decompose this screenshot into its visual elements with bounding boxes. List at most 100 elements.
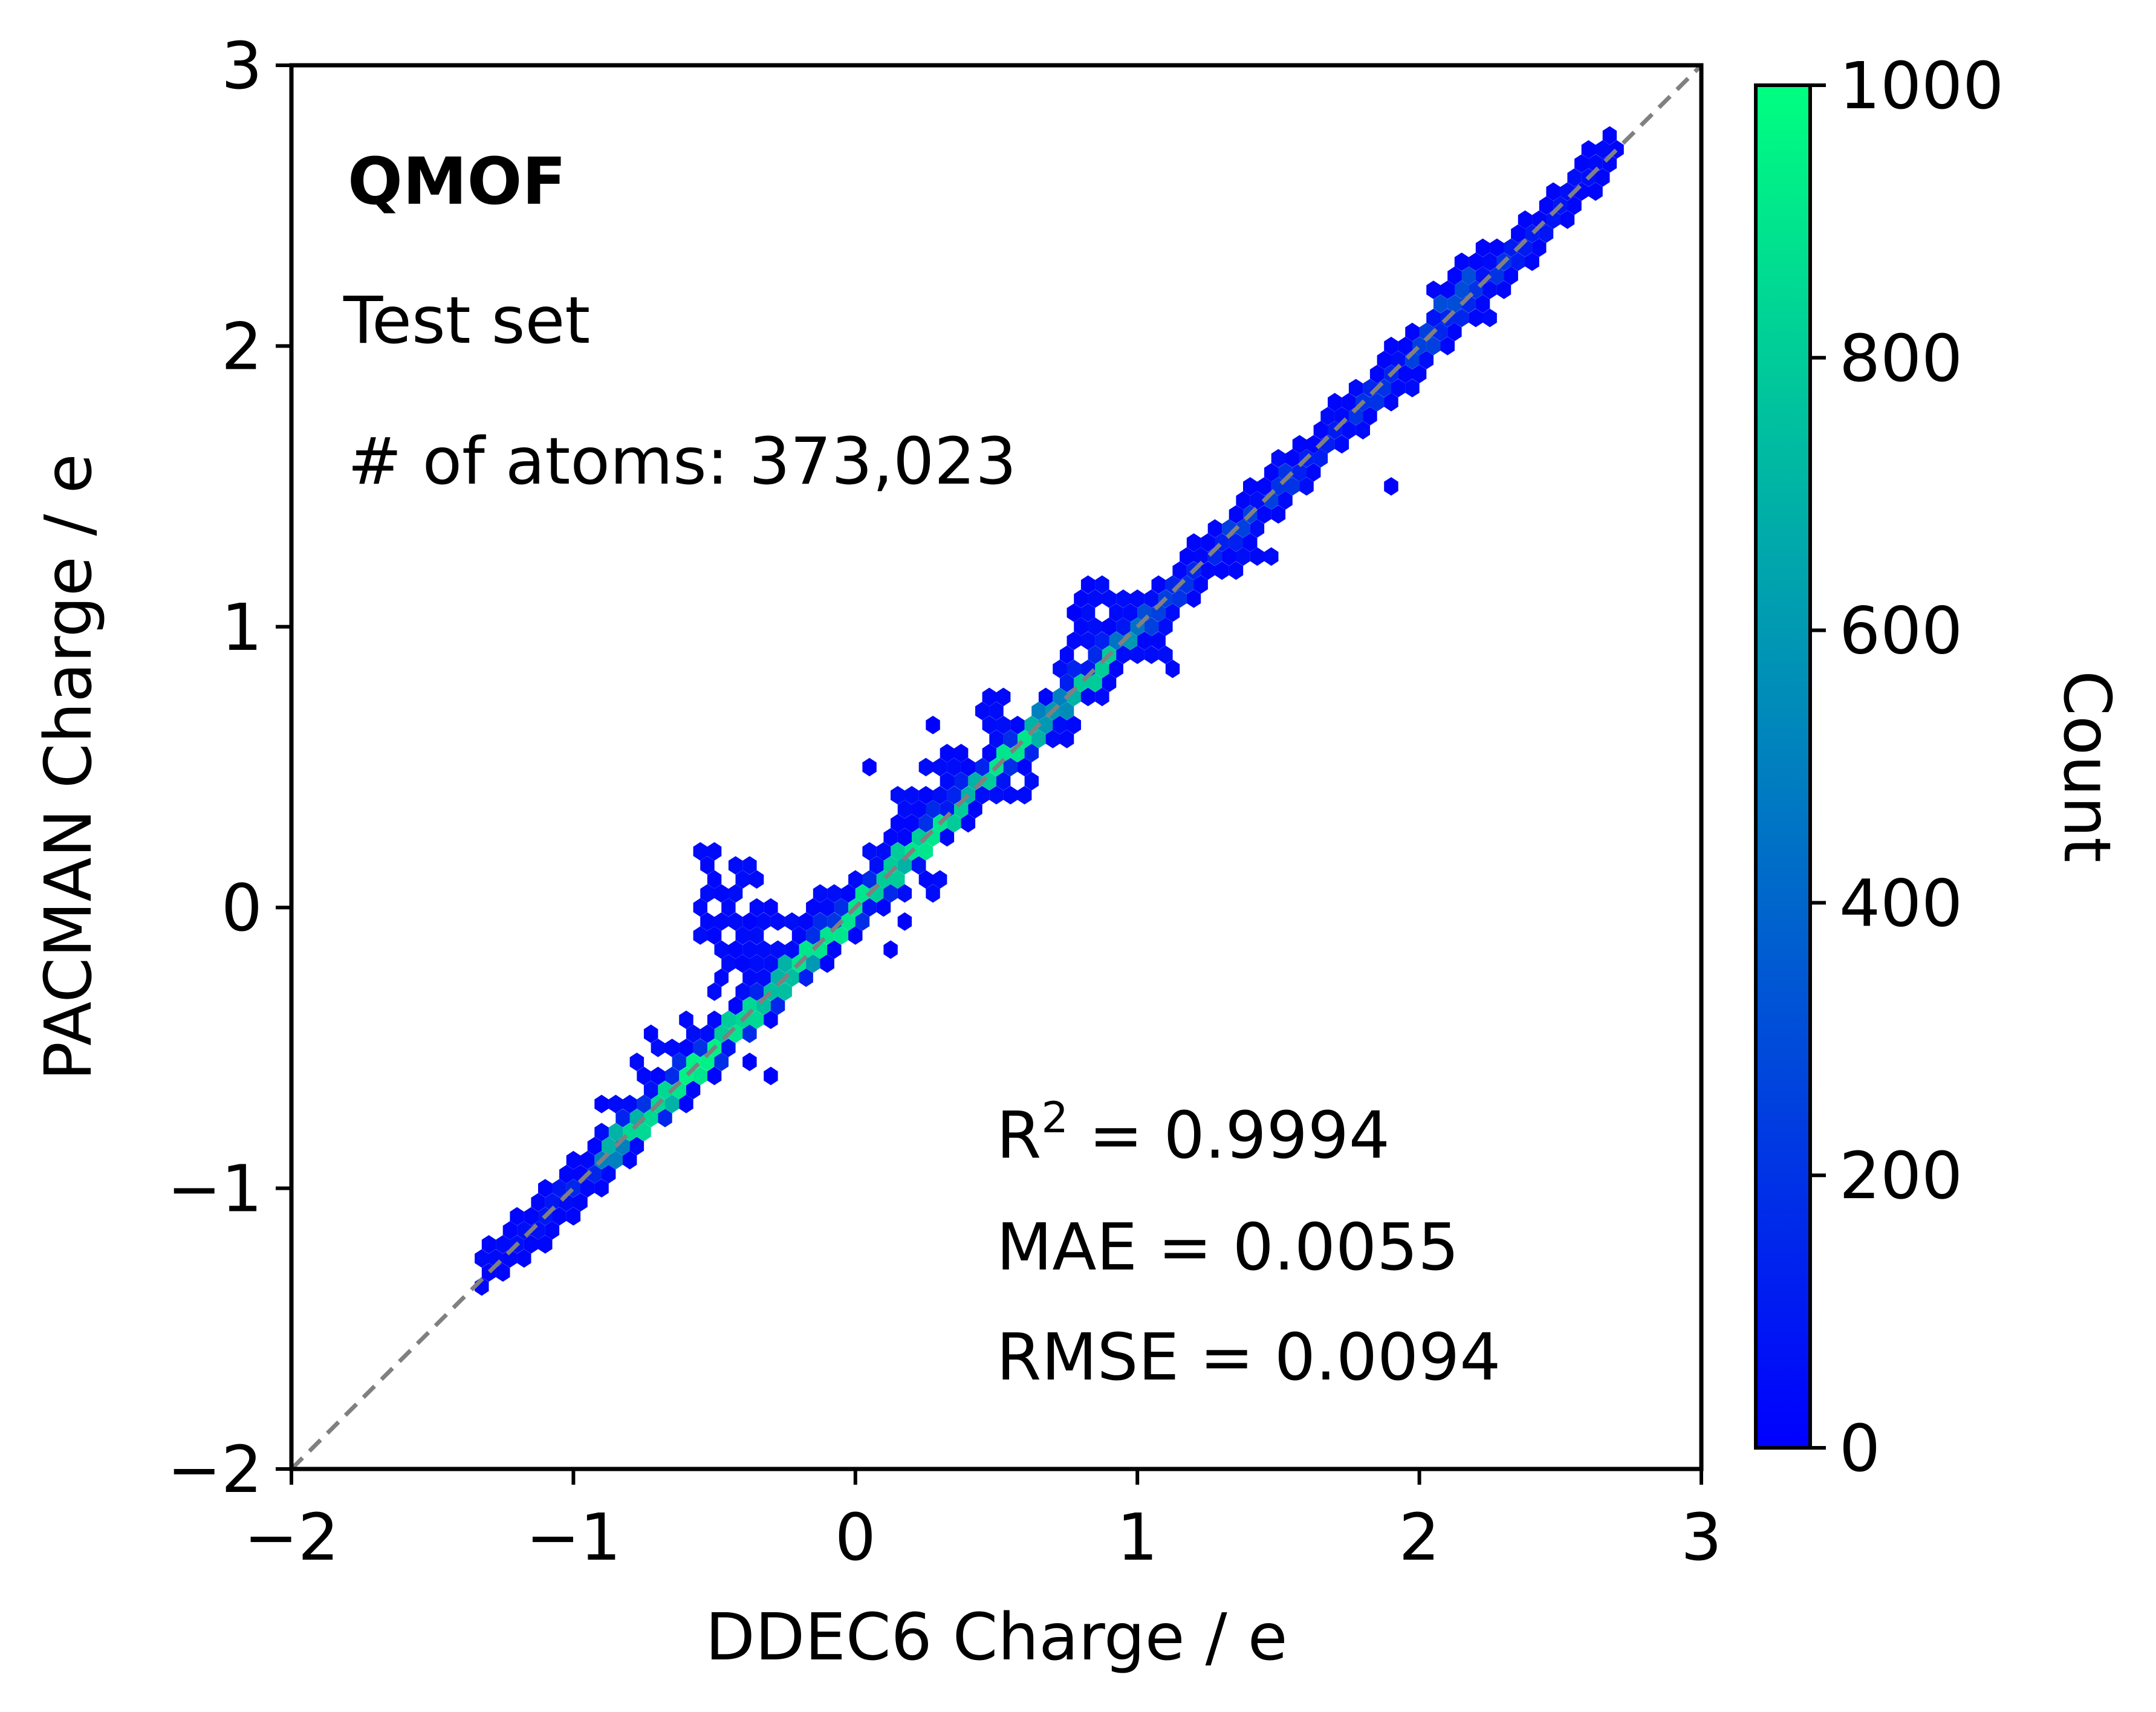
hexbin-cell [637,1123,651,1141]
hexbin-cell [1285,477,1300,496]
hexbin-cell [1412,365,1427,384]
hexbin-cell [594,1123,609,1141]
hexbin-cell [651,1066,665,1086]
hexbin-cell [1186,533,1201,552]
hexbin-cell [531,1193,545,1212]
hexbin-cell [1059,645,1074,664]
hexbin-cell [862,870,877,889]
hexbin-cell [799,912,813,931]
hexbin-cell [841,884,856,903]
hexbin-cell [806,954,820,973]
hexbin-cell [637,1066,651,1086]
hexbin-cell [1003,730,1018,748]
hexbin-cell [954,771,969,791]
hexbin-cell [538,1235,553,1254]
hexbin-cell [749,926,764,945]
hexbin-cell [891,842,905,861]
hexbin-cell [918,814,934,833]
hexbin-cell [679,1039,693,1057]
hexbin-cell [693,1039,707,1057]
hexbin-cell [961,814,976,833]
hexbin-cell [799,968,813,987]
hexbin-cell [1532,238,1547,258]
hexbin-cell [1348,378,1363,398]
hexbin-cell [918,842,934,861]
hexbin-cell [982,744,997,763]
colorbar-tick-label: 0 [1839,1412,1880,1487]
hexbin-cell [975,701,990,721]
hexbin-cell [707,1010,722,1029]
hexbin-cell [1356,421,1370,439]
y-tick-label: 2 [221,310,262,384]
hexbin-cell [1405,322,1420,342]
hexbin-cell [643,1109,658,1127]
hexbin-cell [1596,168,1610,187]
rmse-stat: RMSE = 0.0094 [996,1320,1501,1395]
hexbin-cell [820,898,834,917]
subset-label: Test set [343,284,590,358]
hexbin-cell [714,884,729,903]
hexbin-cell [1299,477,1314,496]
hexbin-cell [1426,308,1441,328]
hexbin-cell [904,814,919,833]
hexbin-cell [904,786,919,805]
hexbin-cell [658,1080,672,1100]
hexbin-cell [1511,252,1525,271]
hexbin-cell [1475,238,1490,258]
hexbin-cell [721,898,736,917]
hexbin-cell [1024,771,1039,791]
hexbin-cell [1384,477,1398,496]
hexbin-cell [679,1094,693,1114]
hexbin-cell [728,884,743,903]
hexbin-cell [1053,660,1067,678]
hexbin-cell [517,1249,531,1268]
hexbin-cell [1567,168,1582,187]
hexbin-cell [848,926,863,945]
hexbin-cell [566,1150,581,1170]
hexbin-cell [1384,337,1398,355]
hexbin-cell [813,912,828,931]
x-tick-label: −1 [526,1500,622,1575]
hexbin-cell [1095,575,1109,594]
plot-frame [289,63,1704,1471]
hexbin-cell [1222,547,1236,566]
hexbin-cell [1080,603,1096,622]
hexbin-cell [742,1052,757,1071]
hexbin-cell [700,856,715,875]
hexbin-cell [912,800,926,819]
hexbin-cell [1053,716,1067,734]
hexbin-cell [1059,730,1074,748]
hexbin-cell [700,912,715,931]
hexbin-cell [897,884,912,903]
hexbin-cell [982,687,997,707]
hexbin-cell [912,856,926,875]
hexbin-cell [940,744,955,763]
hexbin-cell [1426,337,1441,355]
hexbin-cell [587,1136,602,1156]
hexbin-cell [664,1039,680,1057]
hexbin-cell [1123,603,1138,622]
hexbin-cell [1518,210,1533,229]
colorbar [1754,83,1812,1450]
hexbin-cell [855,912,870,931]
hexbin-cell [552,1207,567,1226]
hexbin-cell [1102,589,1117,608]
hexbin-cell [1328,392,1342,412]
hexbin-cell [791,926,807,945]
hexbin-cell [996,744,1011,763]
hexbin-cell [1602,126,1617,145]
r2-prefix: R [996,1098,1041,1173]
hexbin-cell [756,940,771,959]
hexbin-cell [876,842,891,861]
hexbin-cell [742,968,757,987]
hexbin-cell [1363,407,1377,426]
hexbin-cell [933,786,947,805]
hexbin-cell [559,1165,574,1184]
hexbin-cell [1088,673,1102,692]
hexbin-cell [742,1024,757,1043]
hexbin-cell [897,800,912,819]
hexbin-cell [502,1249,518,1268]
hexbin-cell [1567,196,1582,215]
hexbin-cell [1250,491,1265,510]
colorbar-tick-label: 400 [1839,866,1963,941]
